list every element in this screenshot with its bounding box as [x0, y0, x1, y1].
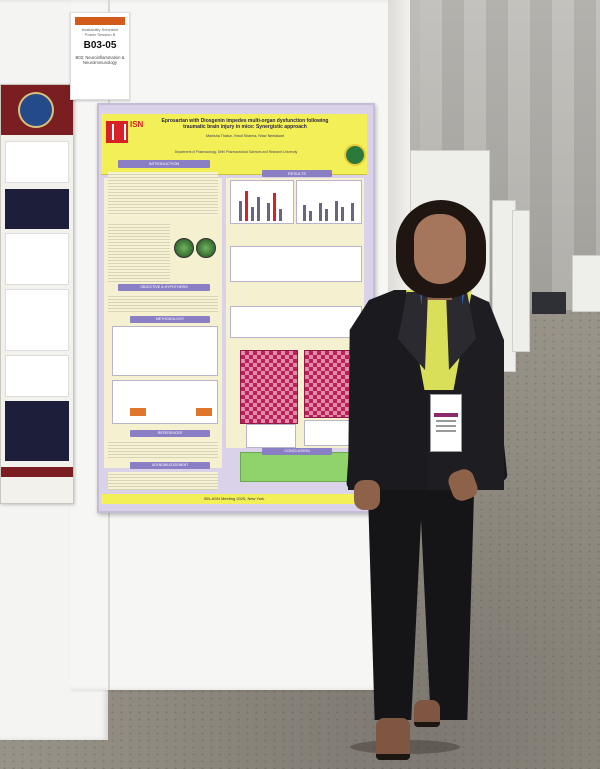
booth-code: B03-05: [83, 40, 117, 51]
neighbor-poster-graph: [5, 233, 69, 285]
neighbor-poster-chart: [5, 141, 69, 183]
references-text: [108, 440, 218, 458]
booth-label-card: Availability Schedule Poster Session B B…: [70, 12, 130, 100]
far-poster-board-3: [512, 210, 530, 352]
results-chart-row-2: [230, 246, 362, 282]
timeline-marker-2: [196, 408, 212, 416]
presenter-left-shoe: [376, 718, 410, 760]
chart-a-bar: [239, 201, 242, 221]
neighbor-poster-image: [5, 189, 69, 229]
section-conclusion-label: CONCLUSION: [284, 449, 310, 453]
methodology-timeline: [112, 380, 218, 424]
poster-footer-bar: [101, 494, 367, 504]
objectives-text: [108, 294, 218, 312]
acknowledgement-text: [108, 472, 218, 490]
presenter-left-hand: [354, 480, 380, 510]
section-objectives-label: OBJECTIVE & HYPOTHESIS: [140, 285, 188, 289]
intro-figure-circle-1: [174, 238, 194, 258]
neighbor-poster: [0, 84, 74, 504]
histology-graph-left: [246, 424, 296, 448]
introduction-text: [108, 172, 218, 216]
poster-footer-text: ISN-ASN Meeting 2025, New York: [203, 496, 265, 501]
results-chart-b: [296, 180, 362, 224]
presenter-face: [414, 214, 466, 284]
poster-section-objectives: [118, 284, 210, 291]
label-card-line1: Availability Schedule: [81, 27, 119, 32]
far-doorway: [572, 255, 600, 312]
chart-a-bar: [251, 207, 254, 221]
histology-graph-right: [304, 420, 356, 446]
poster-affiliation: Department of Pharmacology, Delhi Pharma…: [174, 150, 298, 154]
chart-a-bar: [267, 203, 270, 221]
isn-logo-icon: [106, 121, 128, 143]
neighbor-poster-curve: [5, 355, 69, 397]
poster-title: Eprosartan with Diosgenin impedes multi-…: [150, 118, 340, 130]
chart-a-bar: [279, 209, 282, 221]
section-results-label: RESULTS: [287, 171, 307, 176]
chart-a-bar: [273, 193, 276, 221]
chart-a-bar: [257, 197, 260, 221]
poster-section-results: [262, 170, 332, 177]
chart-b-bar: [319, 203, 322, 221]
far-registration-table: [532, 292, 566, 314]
poster-section-methodology: [130, 316, 210, 323]
histology-panel-right: [304, 350, 356, 418]
badge-stripe: [434, 413, 458, 417]
university-seal-icon: [344, 144, 366, 166]
neighbor-poster-microscopy: [5, 401, 69, 461]
timeline-marker-1: [130, 408, 146, 416]
poster-authors: Manisha Thakur, Vinod Sharma, Nirav Neel…: [206, 134, 284, 138]
section-methodology-label: METHODOLOGY: [155, 317, 185, 321]
label-card-line2: Poster Session B: [84, 32, 116, 37]
histology-panel-left: [240, 350, 298, 424]
poster-title-line2: traumatic brain injury in mice: Synergis…: [183, 124, 307, 130]
badge-text-line: [436, 430, 456, 432]
presenter-right-shoe: [414, 700, 440, 727]
introduction-text-2: [108, 222, 170, 282]
badge-text-line: [436, 425, 456, 427]
results-chart-row-3: [230, 306, 362, 338]
poster-conclusion-box: [240, 452, 356, 482]
section-acknowledgement-label: ACKNOWLEDGEMENT: [151, 463, 189, 467]
chart-b-bar: [335, 201, 338, 221]
poster-section-references: [130, 430, 210, 437]
results-chart-a: [230, 180, 294, 224]
badge-text-line: [436, 420, 456, 422]
neighbor-poster-seal-icon: [18, 92, 54, 128]
booth-topic: B03: Neuroinflammation & Neuroimmunology: [75, 55, 125, 65]
section-introduction-label: INTRODUCTION: [148, 161, 180, 166]
label-card-header: [75, 17, 125, 25]
poster-section-introduction: [118, 160, 210, 168]
neighbor-poster-text: [5, 289, 69, 351]
intro-figure-circle-2: [196, 238, 216, 258]
chart-b-bar: [309, 211, 312, 221]
chart-b-bar: [303, 205, 306, 221]
poster-title-line1: Eprosartan with Diosgenin impedes multi-…: [161, 118, 329, 124]
poster-section-conclusion: [262, 448, 332, 455]
chart-a-bar: [245, 191, 248, 221]
chart-b-bar: [325, 209, 328, 221]
methodology-diagram: [112, 326, 218, 376]
neighbor-poster-footer: [1, 467, 73, 477]
chart-b-bar: [341, 207, 344, 221]
chart-b-bar: [351, 203, 354, 221]
section-references-label: REFERENCES: [157, 431, 183, 435]
isn-logo-text: ISN: [130, 120, 144, 129]
presenter-name-badge: [430, 394, 462, 452]
poster-section-acknowledgement: [130, 462, 210, 469]
